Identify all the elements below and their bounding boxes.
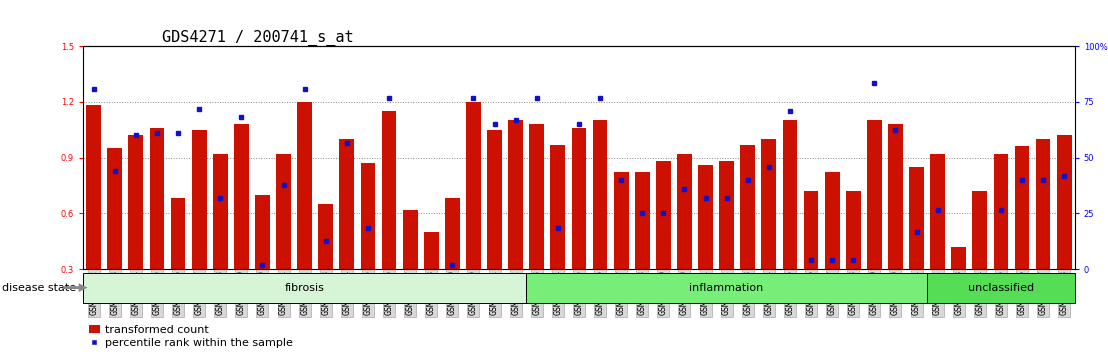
- Bar: [213, 154, 227, 325]
- Bar: [318, 204, 334, 325]
- Text: disease state: disease state: [2, 282, 76, 293]
- Bar: [973, 191, 987, 325]
- Bar: [866, 120, 882, 325]
- Bar: [402, 210, 418, 325]
- Text: GDS4271 / 200741_s_at: GDS4271 / 200741_s_at: [163, 30, 355, 46]
- Legend: transformed count, percentile rank within the sample: transformed count, percentile rank withi…: [89, 325, 294, 348]
- Bar: [719, 161, 733, 325]
- Bar: [339, 139, 355, 325]
- Bar: [656, 161, 670, 325]
- Bar: [635, 172, 649, 325]
- Text: fibrosis: fibrosis: [285, 282, 325, 293]
- Bar: [572, 128, 586, 325]
- Bar: [845, 191, 861, 325]
- Bar: [1057, 135, 1071, 325]
- Bar: [424, 232, 439, 325]
- Bar: [593, 120, 607, 325]
- Bar: [910, 167, 924, 325]
- Bar: [466, 102, 481, 325]
- Bar: [1036, 139, 1050, 325]
- Bar: [994, 154, 1008, 325]
- Bar: [297, 102, 312, 325]
- Bar: [1015, 146, 1029, 325]
- Text: inflammation: inflammation: [689, 282, 763, 293]
- Bar: [150, 128, 164, 325]
- Bar: [276, 154, 291, 325]
- Bar: [761, 139, 777, 325]
- Bar: [488, 130, 502, 325]
- Bar: [782, 120, 798, 325]
- Bar: [677, 154, 691, 325]
- Bar: [107, 148, 122, 325]
- Bar: [952, 247, 966, 325]
- Bar: [192, 130, 206, 325]
- Text: unclassified: unclassified: [968, 282, 1034, 293]
- Bar: [931, 154, 945, 325]
- Bar: [381, 111, 397, 325]
- Bar: [803, 191, 819, 325]
- Bar: [740, 144, 756, 325]
- Bar: [129, 135, 143, 325]
- Bar: [509, 120, 523, 325]
- Bar: [255, 195, 270, 325]
- Bar: [530, 124, 544, 325]
- Bar: [698, 165, 712, 325]
- Bar: [551, 144, 565, 325]
- Bar: [360, 163, 376, 325]
- Bar: [171, 198, 185, 325]
- Bar: [824, 172, 840, 325]
- Bar: [234, 124, 248, 325]
- Bar: [614, 172, 628, 325]
- Bar: [86, 105, 101, 325]
- Bar: [445, 198, 460, 325]
- Bar: [888, 124, 903, 325]
